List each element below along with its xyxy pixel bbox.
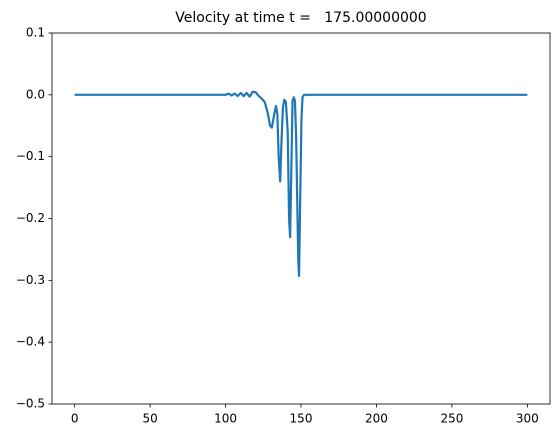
x-tick-label: 200 (365, 412, 388, 426)
plot-frame (51, 32, 551, 405)
data-line (74, 90, 528, 278)
x-tick-label: 250 (440, 412, 463, 426)
y-tick-label: −0.5 (16, 397, 45, 411)
y-tick-label: −0.2 (16, 211, 45, 225)
x-tick-label: 150 (290, 412, 313, 426)
x-tick-label: 50 (142, 412, 157, 426)
x-tick-label: 0 (71, 412, 79, 426)
x-tick-label: 100 (214, 412, 237, 426)
y-tick-label: −0.3 (16, 273, 45, 287)
chart-title: Velocity at time t = 175.00000000 (175, 10, 426, 26)
y-tick-label: 0.1 (26, 26, 45, 40)
y-tick-label: 0.0 (26, 87, 45, 101)
y-tick-label: −0.1 (16, 149, 45, 163)
x-tick-label: 300 (516, 412, 539, 426)
y-tick-label: −0.4 (16, 335, 45, 349)
